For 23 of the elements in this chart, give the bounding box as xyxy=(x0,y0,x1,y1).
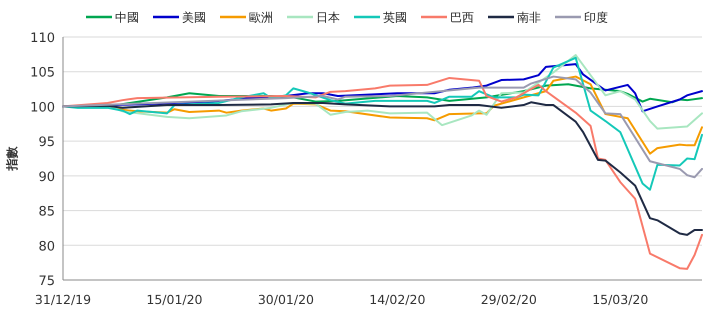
y-tick-label: 110 xyxy=(30,31,55,46)
legend-label: 印度 xyxy=(584,10,608,24)
legend-label: 日本 xyxy=(316,10,340,24)
x-tick-label: 15/01/20 xyxy=(146,292,203,307)
legend-label: 歐洲 xyxy=(249,10,273,24)
y-tick-label: 85 xyxy=(38,204,55,220)
y-tick-label: 100 xyxy=(30,100,55,116)
legend-label: 英國 xyxy=(383,10,407,24)
legend-label: 南非 xyxy=(517,10,541,24)
x-tick-label: 14/02/20 xyxy=(369,292,426,307)
y-axis-title: 指數 xyxy=(5,146,19,172)
y-tick-label: 75 xyxy=(38,274,55,289)
legend-label: 中國 xyxy=(115,10,139,24)
x-tick-label: 31/12/19 xyxy=(34,292,92,307)
y-tick-label: 80 xyxy=(38,239,55,254)
y-tick-label: 95 xyxy=(38,135,55,150)
x-tick-label: 29/02/20 xyxy=(480,292,537,307)
legend-label: 美國 xyxy=(182,10,206,24)
x-tick-label: 30/01/20 xyxy=(258,292,314,307)
y-tick-label: 90 xyxy=(38,170,55,185)
y-tick-label: 105 xyxy=(30,66,55,81)
x-tick-label: 15/03/20 xyxy=(592,292,648,307)
legend-label: 巴西 xyxy=(450,10,474,24)
